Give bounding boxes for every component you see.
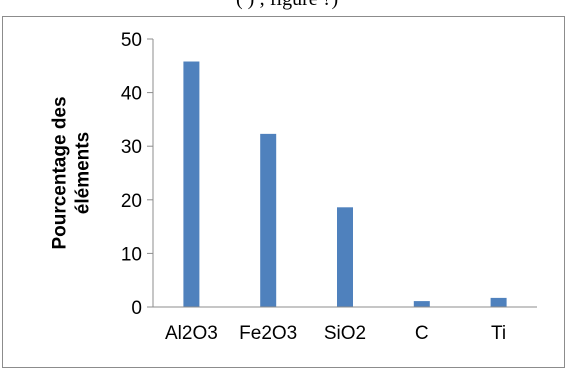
y-tick-label: 10 bbox=[121, 244, 142, 265]
x-tick-label: SiO2 bbox=[324, 323, 366, 344]
bar-al2o3 bbox=[183, 61, 200, 308]
y-tick-label: 40 bbox=[121, 84, 142, 105]
x-tick-label: Al2O3 bbox=[165, 323, 218, 344]
chart-frame bbox=[2, 16, 565, 368]
y-axis-label-line: éléments bbox=[73, 132, 94, 214]
y-tick-label: 30 bbox=[121, 137, 142, 158]
x-tick-label: Fe2O3 bbox=[239, 323, 297, 344]
y-tick-label: 0 bbox=[131, 298, 142, 319]
bar-fe2o3 bbox=[260, 133, 277, 307]
x-tick-label: Ti bbox=[491, 323, 506, 344]
y-tick-label: 50 bbox=[121, 30, 142, 51]
y-axis-ticks: 0 10 20 30 40 50 bbox=[121, 30, 153, 319]
bar-ti bbox=[490, 297, 507, 307]
header-fragment: ( ) ; figure ?) bbox=[236, 0, 569, 10]
y-axis-label-line: Pourcentage des bbox=[50, 96, 71, 249]
bar-sio2 bbox=[337, 207, 353, 307]
y-tick-label: 20 bbox=[121, 191, 142, 212]
bars bbox=[183, 61, 507, 308]
bar-c bbox=[413, 301, 430, 307]
y-axis-label: Pourcentage des éléments bbox=[50, 96, 94, 249]
axes bbox=[152, 39, 537, 308]
x-axis-ticks: Al2O3 Fe2O3 SiO2 C Ti bbox=[165, 323, 506, 344]
x-tick-label: C bbox=[415, 323, 429, 344]
